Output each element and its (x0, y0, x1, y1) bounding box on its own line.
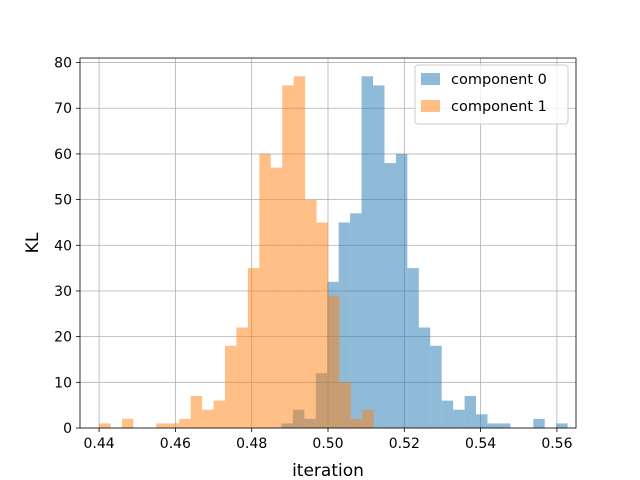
bar-component-1-bin-6 (167, 423, 180, 428)
legend-box (414, 64, 569, 125)
legend-label-component-0: component 0 (451, 72, 547, 88)
y-tick-label-5: 50 (54, 193, 72, 209)
bar-component-1-bin-11 (224, 345, 237, 428)
x-tick-label-6: 0.56 (541, 436, 572, 452)
bar-component-1-bin-5 (156, 423, 168, 428)
bar-component-1-bin-10 (213, 400, 225, 428)
bar-component-1-bin-23 (362, 409, 374, 428)
legend-swatch-component-0 (421, 73, 440, 85)
y-tick-label-0: 0 (63, 421, 72, 437)
bar-component-1-bin-8 (190, 396, 203, 428)
x-axis-label: iteration (292, 461, 364, 480)
bar-component-1-bin-7 (179, 418, 191, 428)
legend-swatch-component-1 (421, 100, 440, 112)
bar-component-0-bin-12 (418, 327, 431, 428)
bar-component-0-bin-14 (441, 400, 454, 428)
x-tick-label-4: 0.52 (389, 436, 420, 452)
bar-component-1-bin-17 (293, 76, 306, 428)
y-tick-label-3: 30 (54, 284, 72, 300)
bar-component-1-bin-20 (328, 295, 340, 428)
bar-component-0-bin-13 (430, 345, 442, 428)
bar-component-0-bin-22 (533, 418, 545, 428)
bar-component-1-bin-22 (350, 418, 363, 428)
x-tick-label-5: 0.54 (465, 436, 496, 452)
y-tick-label-4: 40 (54, 238, 72, 254)
legend: component 0 component 1 (414, 64, 569, 125)
bar-component-0-bin-8 (373, 85, 385, 428)
bar-component-0-bin-15 (453, 409, 465, 428)
y-tick-label-7: 70 (54, 101, 72, 117)
x-tick-label-1: 0.46 (160, 436, 191, 452)
bar-component-0-bin-11 (407, 268, 419, 428)
bar-component-1-bin-16 (282, 85, 294, 428)
bar-component-1-bin-18 (305, 199, 317, 428)
bar-component-0-bin-19 (498, 423, 511, 428)
bar-component-1-bin-0 (99, 423, 111, 428)
y-tick-label-6: 60 (54, 147, 72, 163)
bar-component-0-bin-24 (556, 423, 568, 428)
bar-component-0-bin-9 (384, 163, 396, 429)
axis-ticks: 0.44 0.46 0.48 0.50 0.52 0.54 0.56 0 10 20 30 40 50 6… (54, 56, 572, 452)
bar-component-0-bin-17 (476, 414, 488, 428)
x-tick-label-2: 0.48 (236, 436, 267, 452)
bar-component-1-bin-21 (339, 382, 351, 428)
x-tick-label-0: 0.44 (83, 436, 114, 452)
bar-component-0-bin-18 (487, 423, 499, 428)
x-tick-label-3: 0.50 (312, 436, 343, 452)
bar-component-1-bin-12 (236, 327, 248, 428)
bar-component-1-bin-14 (259, 153, 271, 429)
bar-component-0-bin-7 (361, 76, 374, 428)
bar-component-1-bin-13 (247, 268, 260, 428)
bar-component-0-bin-16 (464, 396, 477, 428)
bar-component-1-bin-9 (202, 409, 214, 428)
y-tick-label-1: 10 (54, 375, 72, 391)
y-axis-label: KL (23, 232, 43, 253)
histogram-bars (99, 76, 568, 429)
bar-component-0-bin-5 (338, 222, 351, 428)
y-tick-label-8: 80 (54, 56, 72, 72)
bar-component-1-bin-15 (270, 167, 283, 428)
bar-component-1-bin-2 (121, 418, 134, 428)
y-tick-label-2: 20 (54, 330, 72, 346)
bar-component-0-bin-6 (350, 213, 362, 428)
bar-component-0-bin-10 (395, 153, 408, 429)
bar-component-1-bin-19 (316, 222, 328, 428)
legend-label-component-1: component 1 (451, 99, 547, 115)
